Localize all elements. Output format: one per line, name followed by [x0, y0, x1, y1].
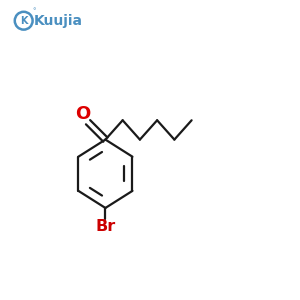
Text: Br: Br — [95, 219, 116, 234]
Text: O: O — [76, 105, 91, 123]
Text: Kuujia: Kuujia — [33, 14, 82, 28]
Text: °: ° — [32, 8, 36, 14]
Text: K: K — [20, 16, 27, 26]
